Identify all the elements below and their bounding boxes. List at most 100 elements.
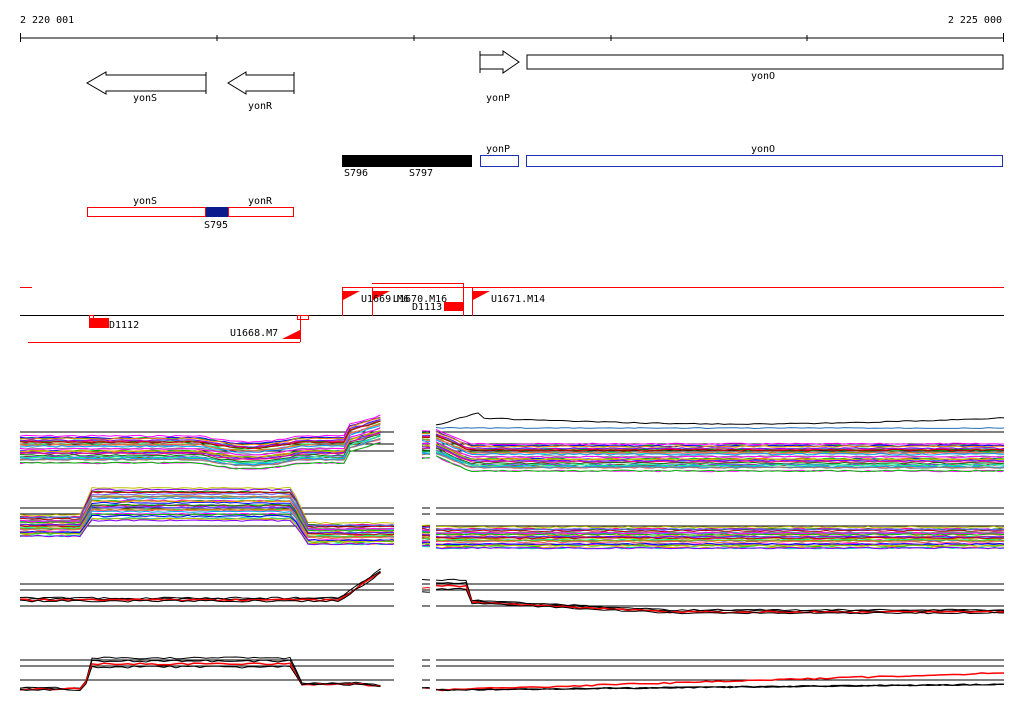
profile-line bbox=[435, 435, 1005, 452]
profile-line bbox=[435, 533, 1005, 536]
profile-line bbox=[19, 429, 381, 459]
profile-line bbox=[421, 451, 431, 453]
promoter-flag-u1671[interactable] bbox=[473, 291, 490, 300]
blue-gene-label-yonP: yonP bbox=[486, 144, 510, 155]
profile-line bbox=[19, 665, 381, 692]
profile-line bbox=[435, 452, 1005, 468]
profile-line bbox=[421, 453, 431, 456]
profile-line bbox=[20, 417, 381, 446]
profile-line bbox=[435, 539, 1005, 542]
expression-track-1 bbox=[19, 412, 1005, 473]
profile-line bbox=[435, 581, 1005, 613]
profile-line bbox=[19, 414, 381, 443]
blue-gene-box-yonO[interactable] bbox=[526, 155, 1003, 167]
profile-line bbox=[435, 531, 1005, 535]
profile-line bbox=[435, 453, 1005, 469]
segment-box-s795[interactable] bbox=[206, 207, 228, 217]
profile-line bbox=[19, 418, 381, 448]
profile-line bbox=[435, 433, 1005, 450]
gene-arrow-yonS[interactable] bbox=[86, 71, 207, 95]
profile-line bbox=[421, 527, 431, 531]
transcript-label-u1669: U1669.M6 bbox=[361, 294, 409, 305]
red-gene-box-yonR[interactable] bbox=[228, 207, 294, 217]
profile-line bbox=[19, 427, 381, 456]
profile-line bbox=[435, 528, 1005, 531]
profile-line bbox=[421, 452, 430, 455]
profile-line bbox=[435, 426, 1005, 430]
gene-arrow-yonP[interactable] bbox=[479, 50, 520, 74]
red-gene-box-yonS[interactable] bbox=[87, 207, 206, 217]
profile-line bbox=[421, 445, 431, 447]
profile-line bbox=[435, 536, 1004, 540]
profile-line bbox=[421, 579, 431, 581]
profile-line bbox=[19, 572, 381, 602]
expression-track-2 bbox=[19, 486, 1005, 550]
profile-line bbox=[421, 533, 431, 536]
profile-line bbox=[421, 449, 431, 452]
profile-line bbox=[435, 540, 1005, 544]
coordinate-ruler: 2 220 001 2 225 000 bbox=[20, 15, 1004, 42]
profile-line bbox=[421, 540, 431, 543]
profile-line bbox=[19, 416, 381, 445]
gene-arrow-yonR[interactable] bbox=[227, 71, 295, 95]
blue-gene-box-yonP[interactable] bbox=[480, 155, 519, 167]
profile-line bbox=[435, 525, 1005, 529]
profile-line bbox=[19, 571, 381, 603]
red-box-d1112[interactable] bbox=[89, 318, 109, 328]
profile-line bbox=[19, 509, 395, 540]
promoter-flag-u1669[interactable] bbox=[343, 291, 360, 300]
red-gene-track: yonS yonR S795 bbox=[87, 196, 294, 231]
profile-line bbox=[421, 686, 431, 689]
profile-line bbox=[435, 578, 1005, 612]
profile-line bbox=[435, 455, 1005, 473]
profile-line bbox=[421, 544, 431, 547]
gene-label-yonO: yonO bbox=[751, 71, 775, 82]
profile-line bbox=[20, 492, 395, 527]
red-box-label-d1113: D1113 bbox=[412, 302, 442, 313]
profile-line bbox=[435, 542, 1005, 546]
red-box-d1113[interactable] bbox=[444, 302, 464, 311]
profile-line bbox=[435, 672, 1005, 692]
profile-line bbox=[19, 519, 395, 546]
gene-arrow-yonO[interactable] bbox=[526, 54, 1004, 70]
ruler-start-label: 2 220 001 bbox=[20, 15, 74, 26]
promoter-flag-u1670[interactable] bbox=[373, 291, 390, 300]
transcript-label-u1668: U1668.M7 bbox=[230, 328, 278, 339]
profile-line bbox=[19, 438, 381, 467]
profile-line bbox=[19, 486, 394, 525]
profile-line bbox=[435, 683, 1005, 692]
profile-line bbox=[19, 418, 381, 448]
gene-arrow-track bbox=[86, 50, 1004, 95]
profile-line bbox=[421, 537, 431, 540]
transcript-label-u1671: U1671.M14 bbox=[491, 294, 545, 305]
gene-label-yonR: yonR bbox=[248, 101, 273, 112]
profile-line bbox=[19, 442, 381, 470]
profile-line bbox=[19, 505, 395, 534]
profile-line bbox=[435, 446, 1005, 464]
profile-line bbox=[421, 436, 431, 439]
profile-line bbox=[421, 446, 431, 449]
profile-line bbox=[421, 545, 431, 548]
profile-line bbox=[435, 434, 1005, 451]
profile-line bbox=[19, 425, 381, 453]
gene-label-yonP: yonP bbox=[486, 93, 510, 104]
red-gene-label-yonS: yonS bbox=[133, 196, 157, 207]
profile-line bbox=[421, 586, 431, 589]
profile-line bbox=[19, 517, 395, 543]
profile-line bbox=[435, 544, 1005, 547]
terminator-flag-u1668[interactable] bbox=[282, 330, 300, 339]
profile-line bbox=[435, 441, 1005, 459]
ruler-end-label: 2 225 000 bbox=[948, 15, 1002, 26]
profile-line bbox=[421, 434, 431, 437]
transcript-track: U1669.M6 U1670.M16 U1671.M14 U1668.M7 D1… bbox=[20, 283, 1004, 343]
profile-line bbox=[421, 457, 431, 459]
profile-line bbox=[435, 584, 1005, 614]
profile-line bbox=[19, 438, 381, 466]
profile-line bbox=[19, 433, 381, 463]
profile-line bbox=[19, 508, 395, 538]
profile-line bbox=[435, 587, 1004, 615]
profile-line bbox=[435, 430, 1005, 448]
black-segment-block[interactable] bbox=[342, 155, 472, 167]
profile-line bbox=[421, 542, 431, 545]
